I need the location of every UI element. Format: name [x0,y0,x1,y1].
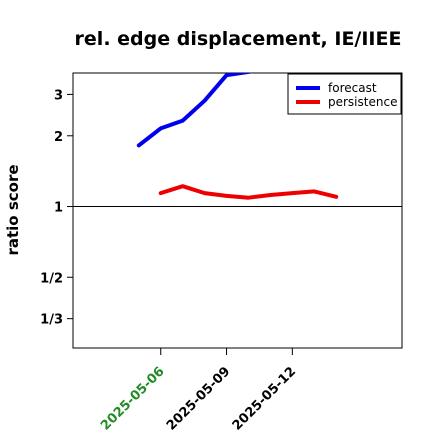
series-layer [136,73,339,200]
y-axis-label: ratio score [4,164,22,255]
legend-label-persistence: persistence [328,95,397,109]
y-axis: 1/3 1/2 1 2 3 [40,88,73,328]
legend: forecast persistence [287,73,402,115]
y-tick-label: 1 [54,201,63,216]
x-tick-label: 2025-05-06 [98,364,167,433]
series-line-persistence [158,184,339,200]
y-tick-label: 1/3 [40,313,63,328]
legend-label-forecast: forecast [328,81,377,95]
chart-title: rel. edge displacement, IE/IIEE [75,28,402,50]
series-line-forecast [136,73,254,148]
x-tick-label: 2025-05-09 [164,364,233,433]
x-tick-label: 2025-05-12 [230,364,299,433]
y-tick-label: 3 [54,88,63,103]
y-tick-label: 1/2 [40,271,63,286]
y-tick-label: 2 [54,130,63,145]
legend-box [287,73,402,115]
